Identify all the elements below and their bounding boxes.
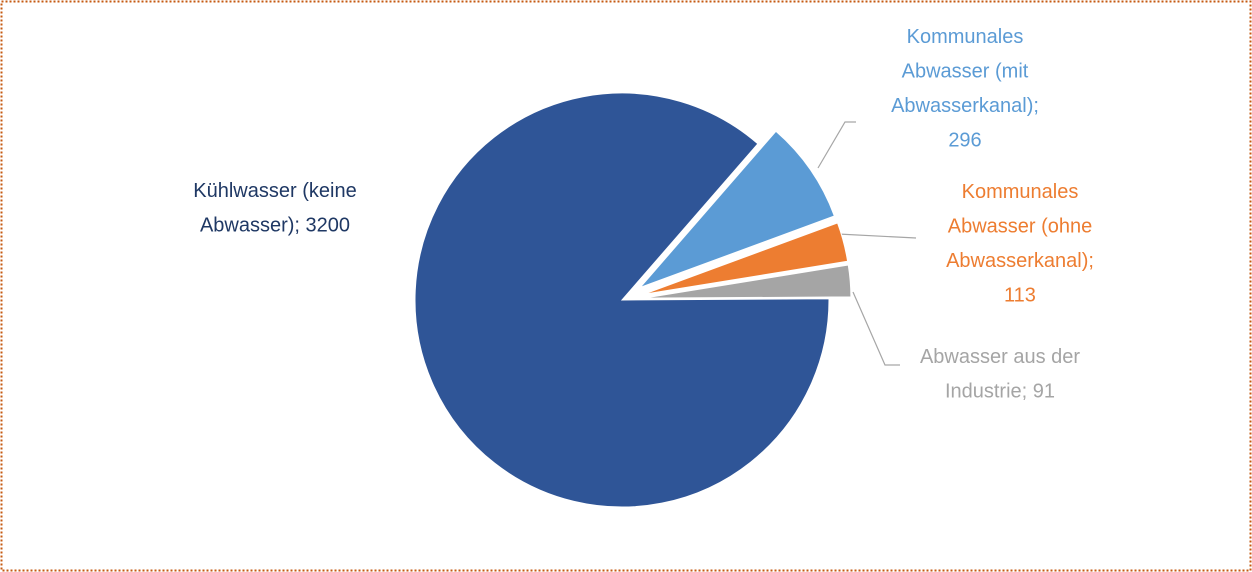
label-line: Kommunales xyxy=(962,181,1079,203)
label-line: Kommunales xyxy=(907,26,1024,48)
label-line: 113 xyxy=(1004,285,1036,307)
label-line: Abwasser (mit xyxy=(902,61,1029,83)
label-line: Abwasser); 3200 xyxy=(200,215,350,237)
label-line: Abwasserkanal); xyxy=(891,95,1039,117)
label-line: Industrie; 91 xyxy=(945,381,1055,403)
data-label: Abwasser aus der Industrie; 91 xyxy=(920,346,1080,403)
leader-line xyxy=(852,291,900,366)
label-line: 296 xyxy=(948,130,981,152)
data-label: Kommunales Abwasser (mit Abwasserkanal); 29… xyxy=(891,26,1039,152)
pie-slice xyxy=(414,92,830,508)
leader-line xyxy=(837,233,917,239)
label-line: Abwasser (ohne xyxy=(948,216,1093,238)
pie-slice xyxy=(643,222,849,295)
label-line: Abwasserkanal); xyxy=(946,250,1094,272)
pie-slice xyxy=(639,130,836,288)
data-label: Kühlwasser (keine Abwasser); 3200 xyxy=(193,180,356,237)
pie-slice xyxy=(643,264,852,299)
leader-line xyxy=(817,121,856,169)
data-label: Kommunales Abwasser (ohne Abwasserkanal); 1… xyxy=(946,181,1094,307)
label-line: Kühlwasser (keine xyxy=(193,180,356,202)
label-line: Abwasser aus der xyxy=(920,346,1080,368)
